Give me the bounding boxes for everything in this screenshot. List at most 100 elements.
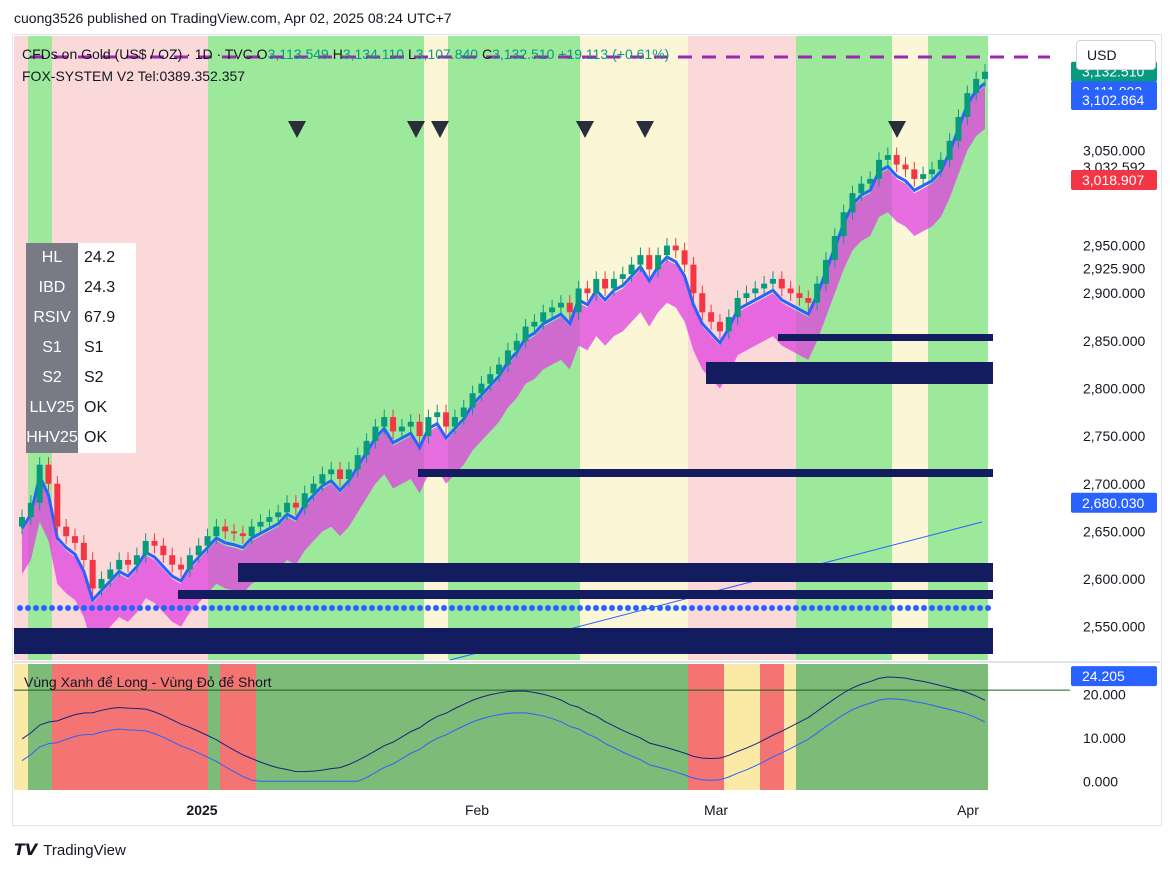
dot-marker (153, 605, 159, 611)
candle-body (769, 278, 776, 284)
price-tick-label: 2,800.000 (1083, 380, 1145, 396)
price-tick-label: 2,900.000 (1083, 285, 1145, 301)
candle-body (602, 278, 609, 289)
dot-marker (369, 605, 375, 611)
indicator-legend[interactable]: FOX-SYSTEM V2 Tel:0389.352.357 (22, 68, 246, 84)
candle-body (222, 526, 229, 532)
candle-body (239, 533, 246, 537)
osc-zone-red (220, 664, 256, 790)
dot-marker (185, 605, 191, 611)
dot-marker (217, 605, 223, 611)
info-value: 24.3 (78, 273, 136, 303)
candle-body (504, 350, 511, 365)
dot-marker (625, 605, 631, 611)
candle-body (213, 526, 220, 537)
dot-marker (145, 605, 151, 611)
dot-marker (105, 605, 111, 611)
candle-body (80, 542, 87, 560)
price-tag (1071, 89, 1157, 110)
info-key: LLV25 (26, 393, 78, 423)
zone-red (14, 36, 28, 660)
candle-body (787, 288, 794, 294)
candle-body (628, 264, 635, 275)
high-label: H (332, 46, 343, 62)
dot-marker (321, 605, 327, 611)
dot-marker (313, 605, 319, 611)
dot-marker (265, 605, 271, 611)
candle-body (690, 264, 697, 294)
osc-line-main (21, 676, 986, 773)
candle-body (646, 255, 653, 270)
candle-body (301, 493, 308, 508)
candle-body (867, 178, 874, 184)
candle-body (390, 417, 397, 432)
dot-marker (337, 605, 343, 611)
candle-body (354, 455, 361, 470)
candle-body (151, 540, 158, 546)
candle-body (363, 440, 370, 456)
oscillator-label: Vùng Xanh để Long - Vùng Đỏ để Short (24, 674, 272, 690)
candle-body (566, 302, 573, 313)
dot-marker (697, 605, 703, 611)
candle-body (125, 559, 132, 565)
candle-body (849, 193, 856, 213)
candle-body (708, 312, 715, 322)
candle-body (716, 321, 723, 332)
dot-marker (617, 605, 623, 611)
dot-marker (441, 605, 447, 611)
dot-marker (601, 605, 607, 611)
candle-body (89, 559, 96, 589)
candle-body (982, 71, 988, 79)
candle-body (584, 288, 591, 294)
price-tick-label: 2,650.000 (1083, 523, 1145, 539)
dot-marker (201, 605, 207, 611)
dot-marker (473, 605, 479, 611)
osc-tick-label: 20.000 (1083, 686, 1126, 702)
dot-marker (561, 605, 567, 611)
support-band (778, 334, 993, 341)
time-tick-label: Mar (704, 802, 728, 818)
info-key: IBD (26, 273, 78, 303)
dot-marker (905, 605, 911, 611)
price-tag (1071, 492, 1157, 513)
candle-body (398, 426, 405, 432)
dot-marker (225, 605, 231, 611)
candle-body (663, 245, 670, 256)
dot-marker (673, 605, 679, 611)
support-band (14, 628, 993, 654)
dot-marker (393, 605, 399, 611)
dot-marker (177, 605, 183, 611)
support-band (418, 469, 993, 477)
dot-marker (33, 605, 39, 611)
candle-body (257, 521, 264, 527)
dot-marker (633, 605, 639, 611)
dot-marker (705, 605, 711, 611)
tradingview-logo-icon: 𝙏𝙑 (14, 842, 38, 859)
dot-marker (969, 605, 975, 611)
price-tick-label: 2,925.900 (1083, 261, 1145, 277)
candle-body (204, 536, 211, 546)
candle-body (231, 531, 238, 534)
candle-body (655, 255, 662, 270)
info-row: S1 S1 (26, 333, 136, 363)
dot-marker (361, 605, 367, 611)
published-header: cuong3526 published on TradingView.com, … (14, 10, 452, 26)
candle-body (107, 569, 114, 580)
tradingview-brand[interactable]: 𝙏𝙑 TradingView (14, 840, 126, 860)
dot-marker (425, 605, 431, 611)
dot-marker (409, 605, 415, 611)
dot-marker (273, 605, 279, 611)
candle-body (345, 469, 352, 479)
zone-yellow (580, 36, 688, 660)
candle-body (593, 278, 600, 294)
candle-body (460, 407, 467, 418)
dot-marker (289, 605, 295, 611)
symbol-name[interactable]: CFDs on Gold (US$ / OZ) · 1D · TVC (22, 46, 253, 62)
candle-body (45, 464, 52, 484)
candle-body (19, 517, 25, 527)
dot-marker (121, 605, 127, 611)
candle-body (805, 297, 812, 303)
dot-marker (209, 605, 215, 611)
currency-button[interactable]: USD (1076, 40, 1156, 70)
